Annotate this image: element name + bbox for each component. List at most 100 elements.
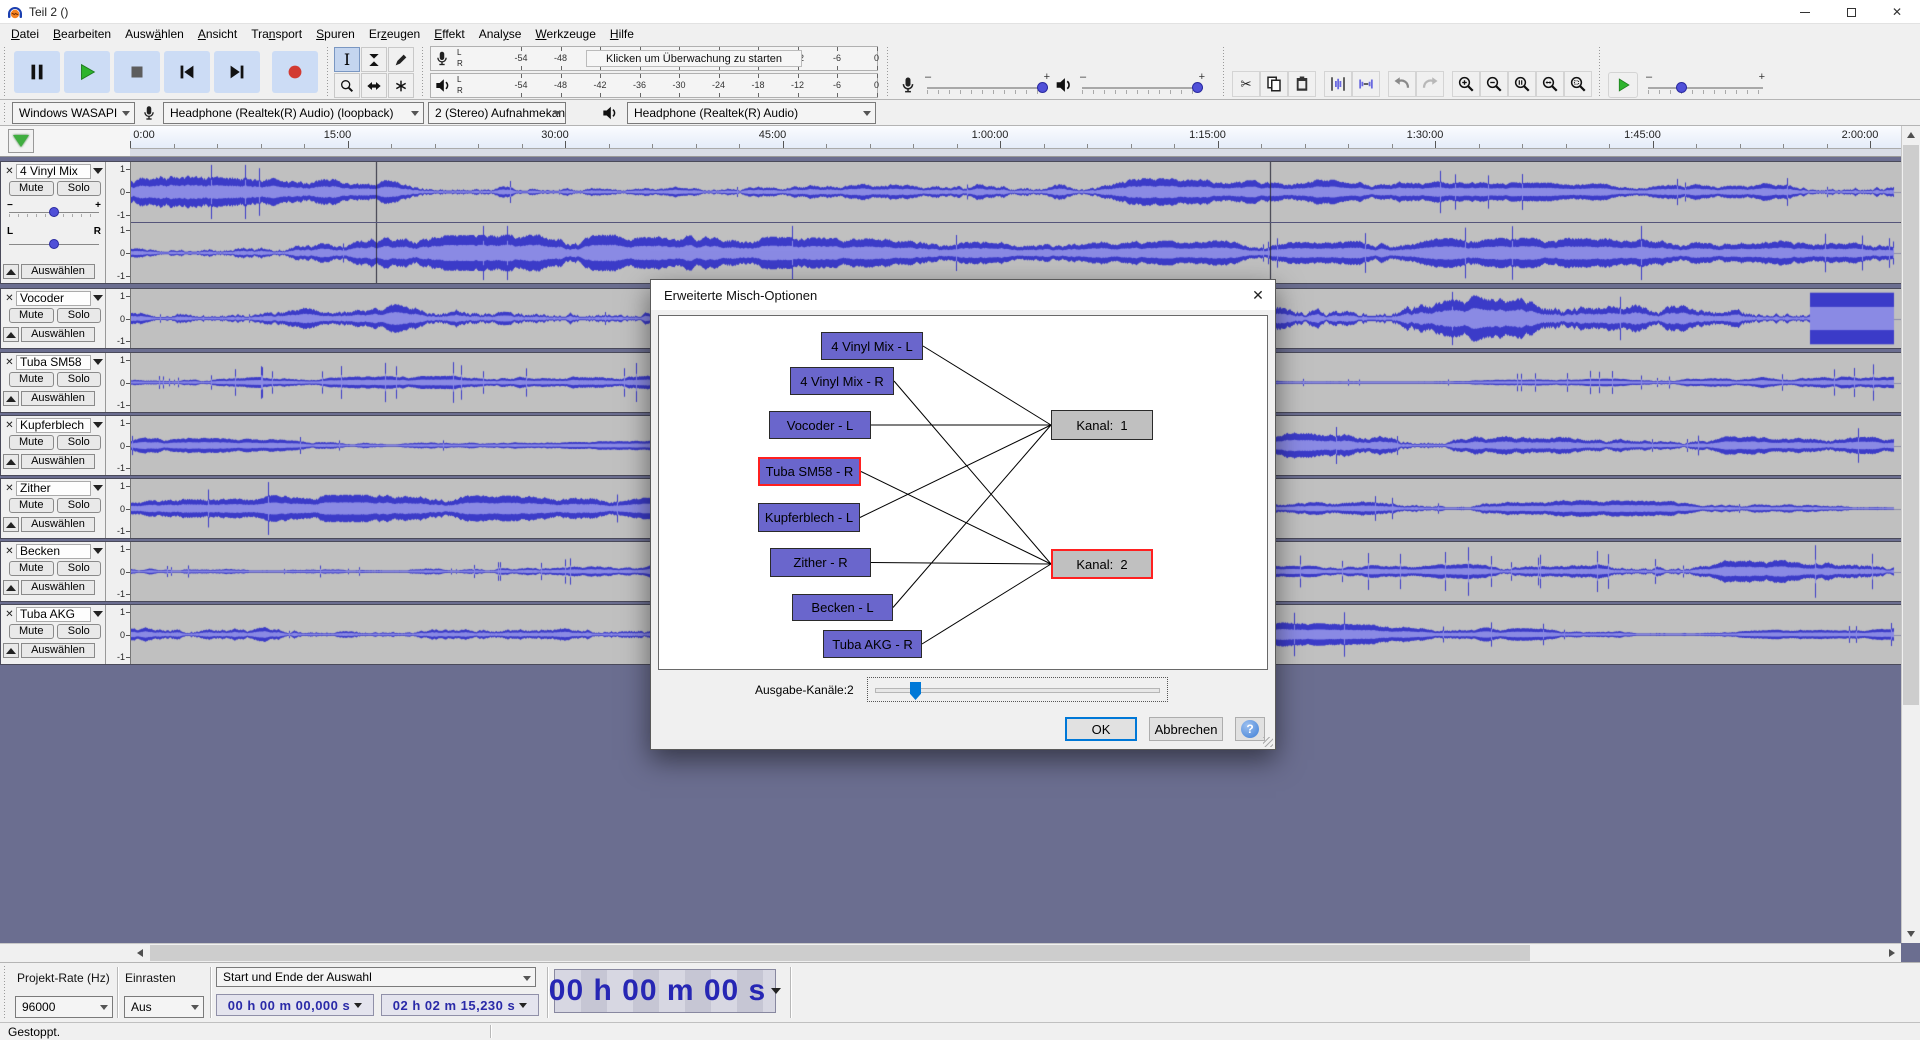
menu-ansicht[interactable]: Ansicht — [197, 27, 238, 41]
track-name[interactable]: Tuba SM58 — [16, 354, 91, 370]
recording-volume-thumb[interactable] — [1037, 82, 1048, 93]
track-name[interactable]: Becken — [16, 543, 91, 559]
track-close-icon[interactable]: ✕ — [5, 292, 14, 304]
input-track-node-1[interactable]: 4 Vinyl Mix - L — [821, 332, 923, 360]
collapse-button[interactable] — [3, 454, 19, 469]
zoom-selection-button[interactable] — [1508, 71, 1536, 97]
track-control-panel[interactable]: ✕ Tuba AKG Mute Solo Auswählen — [1, 605, 106, 664]
input-track-node-3[interactable]: Vocoder - L — [769, 411, 871, 439]
select-track-button[interactable]: Auswählen — [21, 517, 95, 532]
recording-device-select[interactable]: Headphone (Realtek(R) Audio) (loopback) — [163, 102, 424, 124]
vertical-scroll-thumb[interactable] — [1903, 145, 1919, 705]
pan-slider-thumb[interactable] — [49, 239, 59, 249]
ok-button[interactable]: OK — [1065, 717, 1137, 741]
track-name[interactable]: Vocoder — [16, 290, 91, 306]
input-track-node-7[interactable]: Becken - L — [792, 594, 893, 621]
project-rate-select[interactable]: 96000 — [15, 996, 113, 1018]
select-track-button[interactable]: Auswählen — [21, 454, 95, 469]
mute-button[interactable]: Mute — [9, 435, 54, 450]
dialog-close-button[interactable]: ✕ — [1252, 286, 1264, 303]
track-name[interactable]: Kupferblech — [16, 417, 91, 433]
skip-to-end-button[interactable] — [214, 51, 260, 93]
toolbar-grip[interactable] — [3, 47, 8, 96]
solo-button[interactable]: Solo — [56, 624, 101, 639]
menu-werkzeuge[interactable]: Werkzeuge — [535, 27, 596, 41]
toolbar-grip[interactable] — [421, 47, 426, 96]
track-name[interactable]: 4 Vinyl Mix — [16, 163, 91, 179]
audio-position-display[interactable]: 00 h 00 m 00 s — [549, 969, 782, 1013]
mute-button[interactable]: Mute — [9, 372, 54, 387]
recording-volume-slider[interactable]: – + — [925, 71, 1050, 98]
redo-button[interactable] — [1416, 71, 1444, 97]
toolbar-grip[interactable] — [1222, 47, 1227, 96]
select-track-button[interactable]: Auswählen — [21, 391, 95, 406]
scroll-left-arrow[interactable] — [130, 944, 149, 962]
menu-ausw-hlen[interactable]: Auswählen — [125, 27, 184, 41]
input-track-node-2[interactable]: 4 Vinyl Mix - R — [790, 367, 894, 395]
track-menu-chevron-icon[interactable] — [93, 359, 103, 365]
track-control-panel[interactable]: ✕ Becken Mute Solo Auswählen — [1, 542, 106, 601]
select-track-button[interactable]: Auswählen — [21, 327, 95, 342]
playback-volume-slider[interactable]: – + — [1080, 71, 1205, 98]
toolbar-grip[interactable] — [3, 103, 8, 122]
menu-analyse[interactable]: Analyse — [478, 27, 522, 41]
solo-button[interactable]: Solo — [56, 498, 101, 513]
scroll-right-arrow[interactable] — [1882, 944, 1901, 962]
dialog-resize-grip[interactable] — [1263, 737, 1273, 747]
solo-button[interactable]: Solo — [56, 435, 101, 450]
input-track-node-4[interactable]: Tuba SM58 - R — [758, 457, 861, 486]
zoom-toggle-button[interactable] — [1564, 71, 1592, 97]
menu-hilfe[interactable]: Hilfe — [609, 27, 634, 41]
track-vertical-ruler[interactable]: 1 0 -1 — [106, 542, 131, 601]
track-name[interactable]: Tuba AKG — [16, 606, 91, 622]
collapse-button[interactable] — [3, 517, 19, 532]
track-name[interactable]: Zither — [16, 480, 91, 496]
menu-datei[interactable]: Datei — [11, 27, 40, 41]
menu-effekt[interactable]: Effekt — [434, 27, 465, 41]
selection-end-field[interactable]: 02 h 02 m 15,230 s — [381, 994, 539, 1016]
selection-range-mode-select[interactable]: Start und Ende der Auswahl — [216, 967, 536, 987]
zoom-out-button[interactable] — [1480, 71, 1508, 97]
toolbar-grip[interactable] — [886, 47, 891, 96]
track-vertical-ruler[interactable]: 1 0 -1 — [106, 605, 131, 664]
zoom-in-button[interactable] — [1452, 71, 1480, 97]
selection-tool-button[interactable]: I — [334, 47, 360, 72]
waveform-canvas[interactable] — [131, 223, 1901, 283]
track-vertical-ruler[interactable]: 1 0 -1 1 0 -1 — [106, 162, 131, 283]
track-menu-chevron-icon[interactable] — [93, 548, 103, 554]
minimize-button[interactable] — [1782, 0, 1828, 24]
collapse-button[interactable] — [3, 391, 19, 406]
pause-button[interactable] — [14, 51, 60, 93]
play-at-speed-button[interactable] — [1608, 72, 1638, 98]
input-track-node-8[interactable]: Tuba AKG - R — [823, 630, 922, 658]
cancel-button[interactable]: Abbrechen — [1149, 717, 1223, 741]
solo-button[interactable]: Solo — [56, 372, 101, 387]
solo-button[interactable]: Solo — [56, 181, 101, 196]
playback-device-select[interactable]: Headphone (Realtek(R) Audio) — [627, 102, 876, 124]
gain-slider-thumb[interactable] — [49, 207, 59, 217]
menu-bearbeiten[interactable]: Bearbeiten — [53, 27, 112, 41]
cut-button[interactable]: ✂ — [1232, 71, 1260, 97]
track-close-icon[interactable]: ✕ — [5, 608, 14, 620]
track-menu-chevron-icon[interactable] — [93, 295, 103, 301]
horizontal-scroll-thumb[interactable] — [150, 945, 1530, 961]
track-close-icon[interactable]: ✕ — [5, 419, 14, 431]
envelope-tool-button[interactable] — [361, 47, 387, 72]
timeshift-tool-button[interactable] — [361, 73, 387, 98]
monitor-hint-text[interactable]: Klicken um Überwachung zu starten — [586, 50, 802, 67]
mute-button[interactable]: Mute — [9, 561, 54, 576]
input-track-node-5[interactable]: Kupferblech - L — [758, 503, 860, 532]
vertical-scrollbar[interactable] — [1901, 126, 1920, 943]
scroll-down-arrow[interactable] — [1902, 925, 1920, 943]
track-vertical-ruler[interactable]: 1 0 -1 — [106, 353, 131, 412]
recording-channels-select[interactable]: 2 (Stereo) Aufnahmekanäle — [428, 102, 566, 124]
select-track-button[interactable]: Auswählen — [21, 264, 95, 279]
track-vertical-ruler[interactable]: 1 0 -1 — [106, 416, 131, 475]
track-close-icon[interactable]: ✕ — [5, 482, 14, 494]
maximize-button[interactable] — [1828, 0, 1874, 24]
solo-button[interactable]: Solo — [56, 561, 101, 576]
output-channels-slider-thumb[interactable] — [910, 682, 921, 700]
help-button[interactable]: ? — [1235, 717, 1265, 741]
menu-erzeugen[interactable]: Erzeugen — [368, 27, 421, 41]
